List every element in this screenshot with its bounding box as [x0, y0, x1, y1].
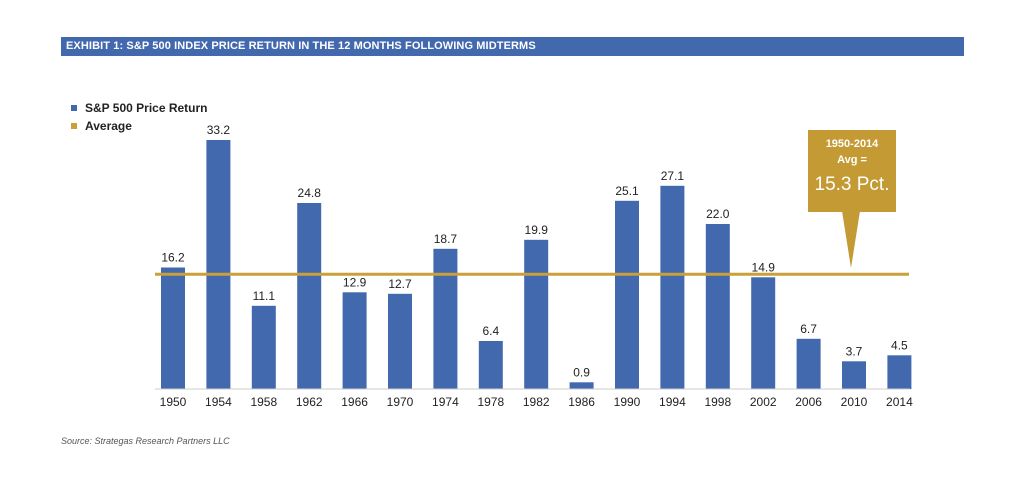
x-tick-1970: 1970 [387, 395, 414, 409]
data-label-1982: 19.9 [525, 223, 549, 237]
data-label-1990: 25.1 [615, 184, 639, 198]
data-label-1958: 11.1 [253, 289, 276, 303]
callout-avg-value: 15.3 Pct. [814, 174, 890, 195]
x-tick-1990: 1990 [614, 395, 641, 409]
bar-2006 [796, 338, 821, 390]
legend-label-average: Average [85, 119, 132, 133]
bar-1990 [615, 200, 639, 390]
callout-period: 1950-2014 [825, 138, 879, 150]
bar-1982 [524, 239, 549, 390]
x-tick-2002: 2002 [750, 395, 777, 409]
bar-1994 [660, 185, 685, 390]
bar-1974 [433, 248, 458, 390]
data-label-1950: 16.2 [161, 251, 185, 265]
bar-1970 [388, 293, 412, 390]
bar-1950 [161, 267, 185, 389]
x-tick-1950: 1950 [160, 395, 187, 409]
x-tick-1954: 1954 [205, 395, 232, 409]
x-tick-1962: 1962 [296, 395, 323, 409]
bar-1962 [297, 203, 322, 389]
bar-2010 [842, 361, 866, 390]
x-tick-1974: 1974 [432, 395, 459, 409]
x-tick-1982: 1982 [523, 395, 550, 409]
bar-1966 [342, 292, 367, 390]
callout-box [808, 130, 896, 212]
data-label-1994: 27.1 [661, 169, 685, 183]
data-label-2002: 14.9 [752, 260, 776, 274]
data-label-2006: 6.7 [800, 322, 817, 336]
x-tick-2010: 2010 [841, 395, 868, 409]
legend-item-price-return: S&P 500 Price Return [71, 99, 208, 117]
data-label-1966: 12.9 [343, 275, 367, 289]
bars-group: 16.2 1950 33.2 1954 11.1 1958 24.8 1962 12.9 1966… [160, 123, 913, 409]
data-label-1962: 24.8 [298, 186, 322, 200]
callout-pointer [842, 211, 860, 268]
data-label-2014: 4.5 [891, 338, 908, 352]
x-tick-1978: 1978 [477, 395, 504, 409]
x-tick-1986: 1986 [568, 395, 595, 409]
x-tick-2006: 2006 [795, 395, 822, 409]
callout-avg-label: Avg = [837, 154, 867, 166]
bar-1954 [206, 140, 231, 389]
legend-item-average: Average [71, 117, 208, 135]
bar-1978 [478, 341, 503, 389]
data-label-1974: 18.7 [434, 232, 458, 246]
chart-legend: S&P 500 Price Return Average [71, 99, 208, 135]
average-callout: 1950-2014 Avg = 15.3 Pct. [808, 130, 896, 212]
exhibit-header-bar: EXHIBIT 1: S&P 500 INDEX PRICE RETURN IN… [61, 37, 964, 56]
data-label-1970: 12.7 [388, 277, 412, 291]
x-tick-1958: 1958 [250, 395, 277, 409]
legend-swatch-average [71, 123, 77, 129]
data-label-1986: 0.9 [573, 365, 590, 379]
bar-1986 [569, 382, 594, 390]
data-label-1998: 22.0 [706, 207, 730, 221]
bar-1998 [705, 224, 730, 389]
data-label-2010: 3.7 [846, 344, 863, 358]
x-tick-1966: 1966 [341, 395, 368, 409]
legend-label-price-return: S&P 500 Price Return [85, 101, 208, 115]
data-label-1954: 33.2 [207, 123, 231, 137]
source-note: Source: Strategas Research Partners LLC [61, 436, 230, 446]
bar-2002 [751, 277, 776, 390]
x-tick-1998: 1998 [704, 395, 731, 409]
x-tick-2014: 2014 [886, 395, 913, 409]
bar-1958 [251, 305, 276, 390]
bar-2014 [887, 355, 912, 390]
x-tick-1994: 1994 [659, 395, 686, 409]
legend-swatch-price-return [71, 105, 77, 111]
exhibit-title: EXHIBIT 1: S&P 500 INDEX PRICE RETURN IN… [66, 40, 536, 52]
data-label-1978: 6.4 [482, 324, 499, 338]
